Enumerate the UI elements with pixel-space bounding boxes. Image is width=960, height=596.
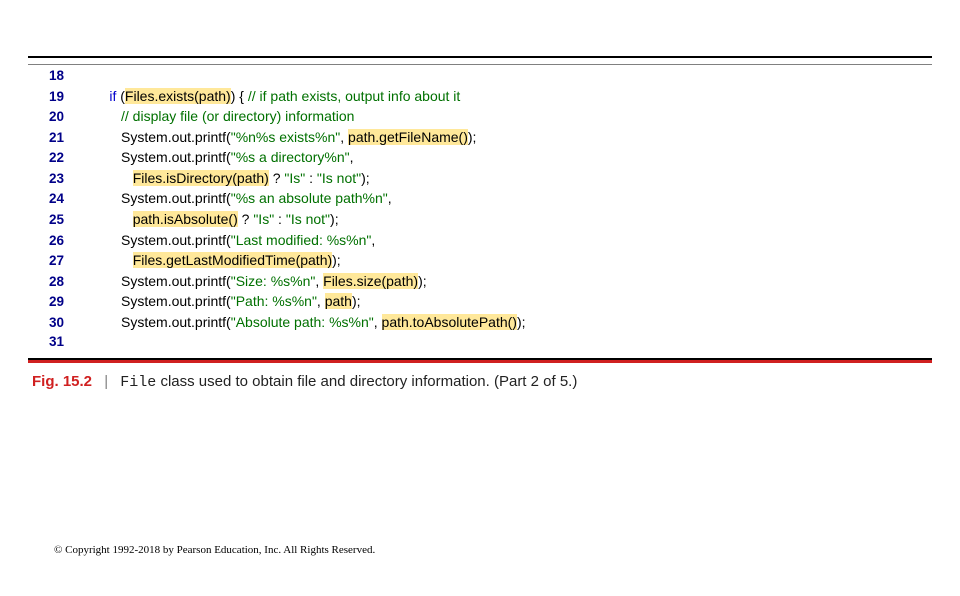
- code-token: "%n%s exists%n": [231, 129, 341, 145]
- line-number: 22: [28, 148, 86, 168]
- code-token: "Is": [284, 170, 305, 186]
- code-token: "Path: %s%n": [231, 293, 317, 309]
- code-token: System.out.printf(: [121, 129, 231, 145]
- line-number: 30: [28, 313, 86, 333]
- code-line: 24 System.out.printf("%s an absolute pat…: [28, 188, 932, 209]
- code-token: );: [361, 170, 370, 186]
- code-token: );: [468, 129, 477, 145]
- code-token: ,: [371, 232, 375, 248]
- code-token: (: [116, 88, 125, 104]
- code-token: "Last modified: %s%n": [231, 232, 372, 248]
- line-number: 21: [28, 128, 86, 148]
- code-token: );: [352, 293, 361, 309]
- code-token: ) {: [231, 88, 248, 104]
- code-token: ,: [340, 129, 348, 145]
- code-token: ?: [238, 211, 254, 227]
- code-token: :: [305, 170, 317, 186]
- code-token: Files.isDirectory(path): [133, 170, 269, 186]
- code-token: System.out.printf(: [121, 190, 231, 206]
- code-line: 29 System.out.printf("Path: %s%n", path)…: [28, 291, 932, 312]
- code-token: System.out.printf(: [121, 273, 231, 289]
- code-token: Files.exists(path): [125, 88, 231, 104]
- code-token: Files.getLastModifiedTime(path): [133, 252, 332, 268]
- code-token: path.getFileName(): [348, 129, 468, 145]
- code-figure: 18 19 if (Files.exists(path)) { // if pa…: [28, 56, 932, 360]
- code-token: "Absolute path: %s%n": [231, 314, 374, 330]
- code-token: // display file (or directory) informati…: [121, 108, 354, 124]
- code-token: // if path exists, output info about it: [248, 88, 460, 104]
- code-token: path.toAbsolutePath(): [382, 314, 517, 330]
- code-line: 20 // display file (or directory) inform…: [28, 106, 932, 127]
- code-content: System.out.printf("%s an absolute path%n…: [86, 188, 932, 208]
- code-content: System.out.printf("%s a directory%n",: [86, 147, 932, 167]
- line-number: 20: [28, 107, 86, 127]
- copyright-notice: © Copyright 1992-2018 by Pearson Educati…: [54, 544, 375, 556]
- code-line: 26 System.out.printf("Last modified: %s%…: [28, 230, 932, 251]
- figure-caption-text: class used to obtain file and directory …: [156, 373, 577, 390]
- code-line: 21 System.out.printf("%n%s exists%n", pa…: [28, 127, 932, 148]
- code-token: ,: [350, 149, 354, 165]
- line-number: 23: [28, 169, 86, 189]
- code-token: Files.size(path): [323, 273, 418, 289]
- code-line: 22 System.out.printf("%s a directory%n",: [28, 147, 932, 168]
- code-line: 25 path.isAbsolute() ? "Is" : "Is not");: [28, 209, 932, 230]
- code-content: if (Files.exists(path)) { // if path exi…: [86, 86, 932, 106]
- code-token: "Is not": [286, 211, 330, 227]
- line-number: 27: [28, 251, 86, 271]
- code-token: ,: [315, 273, 323, 289]
- figure-caption: Fig. 15.2 | File class used to obtain fi…: [28, 360, 932, 391]
- code-token: :: [274, 211, 286, 227]
- code-token: );: [330, 211, 339, 227]
- code-token: "Is not": [317, 170, 361, 186]
- figure-label: Fig. 15.2: [32, 373, 92, 390]
- code-content: Files.getLastModifiedTime(path));: [86, 250, 932, 270]
- figure-caption-mono: File: [120, 374, 156, 391]
- code-token: System.out.printf(: [121, 314, 231, 330]
- code-line: 31: [28, 332, 932, 352]
- code-line: 18: [28, 65, 932, 86]
- code-token: System.out.printf(: [121, 293, 231, 309]
- code-line: 27 Files.getLastModifiedTime(path));: [28, 250, 932, 271]
- code-content: System.out.printf("Size: %s%n", Files.si…: [86, 271, 932, 291]
- line-number: 19: [28, 87, 86, 107]
- code-token: path: [325, 293, 352, 309]
- code-token: );: [332, 252, 341, 268]
- code-token: ,: [317, 293, 325, 309]
- code-token: );: [517, 314, 526, 330]
- code-token: "Is": [253, 211, 274, 227]
- code-content: // display file (or directory) informati…: [86, 106, 932, 126]
- line-number: 31: [28, 332, 86, 352]
- code-token: System.out.printf(: [121, 149, 231, 165]
- code-content: System.out.printf("Last modified: %s%n",: [86, 230, 932, 250]
- code-token: "Size: %s%n": [231, 273, 316, 289]
- line-number: 25: [28, 210, 86, 230]
- code-content: System.out.printf("Absolute path: %s%n",…: [86, 312, 932, 332]
- code-content: Files.isDirectory(path) ? "Is" : "Is not…: [86, 168, 932, 188]
- code-token: "%s a directory%n": [231, 149, 350, 165]
- code-content: path.isAbsolute() ? "Is" : "Is not");: [86, 209, 932, 229]
- line-number: 18: [28, 66, 86, 86]
- code-line: 28 System.out.printf("Size: %s%n", Files…: [28, 271, 932, 292]
- code-content: System.out.printf("%n%s exists%n", path.…: [86, 127, 932, 147]
- line-number: 28: [28, 272, 86, 292]
- figure-separator: |: [96, 373, 116, 390]
- code-listing: 18 19 if (Files.exists(path)) { // if pa…: [28, 64, 932, 352]
- code-token: path.isAbsolute(): [133, 211, 238, 227]
- code-token: ,: [388, 190, 392, 206]
- code-token: "%s an absolute path%n": [231, 190, 388, 206]
- code-token: ?: [269, 170, 285, 186]
- code-content: System.out.printf("Path: %s%n", path);: [86, 291, 932, 311]
- line-number: 29: [28, 292, 86, 312]
- code-content: [86, 65, 932, 85]
- code-token: System.out.printf(: [121, 232, 231, 248]
- code-token: );: [418, 273, 427, 289]
- line-number: 26: [28, 231, 86, 251]
- code-line: 23 Files.isDirectory(path) ? "Is" : "Is …: [28, 168, 932, 189]
- line-number: 24: [28, 189, 86, 209]
- code-token: ,: [374, 314, 382, 330]
- code-line: 30 System.out.printf("Absolute path: %s%…: [28, 312, 932, 333]
- code-line: 19 if (Files.exists(path)) { // if path …: [28, 86, 932, 107]
